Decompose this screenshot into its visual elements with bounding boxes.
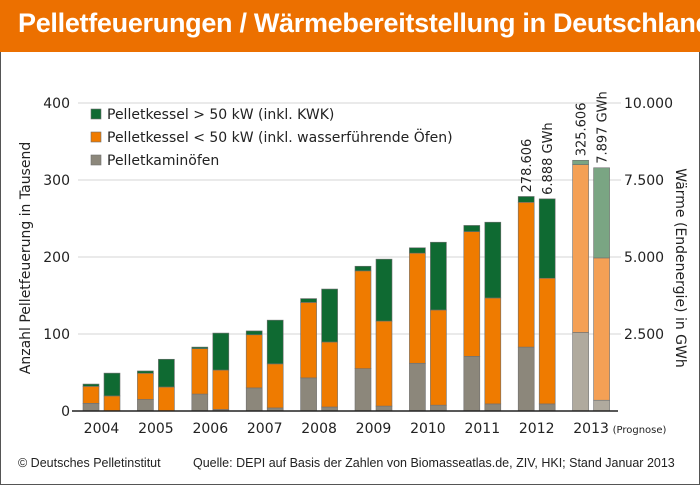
x-tick-label: 2005 (138, 421, 174, 437)
bar-count-green-2013 (572, 159, 589, 165)
bar-count-orange-2011 (463, 231, 481, 357)
bar-heat-orange-2013 (593, 257, 610, 401)
copyright-note: © Deutsches Pelletinstitut (18, 456, 161, 470)
x-tick-note: (Prognose) (613, 425, 667, 436)
bar-count-gray-2012 (517, 346, 535, 412)
bar-count-green-2007 (245, 330, 263, 336)
bar-count-gray-2004 (82, 402, 100, 412)
bar-heat-orange-2009 (375, 320, 393, 407)
source-note: Quelle: DEPI auf Basis der Zahlen von Bi… (193, 456, 675, 470)
x-tick-label: 2008 (301, 421, 337, 437)
x-tick-label: 2009 (356, 421, 392, 437)
bar-count-green-2011 (463, 225, 481, 232)
bar-count-green-2005 (137, 370, 154, 374)
labels: 278.606 6.888 GWh 325.606 7.897 GWh (520, 91, 610, 195)
x-tick-label: 2007 (247, 421, 283, 437)
x-tick-label: 2013 (573, 421, 609, 437)
bar-count-gray-2005 (137, 399, 154, 412)
bar-count-green-2012 (517, 196, 535, 203)
legend-label-orange: Pelletkessel < 50 kW (inkl. wasserführen… (107, 128, 453, 146)
legend-label-gray: Pelletkaminöfen (107, 153, 219, 169)
bar-count-green-2010 (409, 247, 426, 254)
bar-count-green-2006 (191, 346, 209, 349)
bar-count-green-2009 (354, 265, 372, 272)
bar-count-green-2004 (82, 383, 100, 387)
bar-count-orange-2013 (572, 164, 589, 333)
axes: 0 100 200 300 400 2.500 5.000 7.500 10.000 Anzahl… (18, 96, 688, 437)
bar-heat-gray-2012 (538, 403, 556, 412)
y-tick-label-right: 7.500 (624, 173, 664, 189)
bar-heat-orange-2012 (538, 277, 556, 405)
y-tick-label-left: 100 (43, 327, 70, 343)
bar-heat-orange-2004 (103, 395, 121, 412)
bar-count-gray-2010 (409, 362, 426, 412)
bar-count-orange-2007 (245, 334, 263, 389)
bar-count-gray-2006 (191, 393, 209, 412)
bars (82, 159, 610, 412)
bar-heat-green-2007 (266, 319, 284, 365)
bar-count-gray-2013 (572, 332, 589, 412)
bar-count-orange-2006 (191, 348, 209, 395)
title-bar: Pelletfeuerungen / Wärmebereitstellung i… (0, 0, 700, 52)
legend-swatch-orange (90, 131, 102, 143)
x-tick-label: 2012 (519, 421, 555, 437)
bar-count-orange-2008 (300, 302, 317, 379)
bar-heat-orange-2008 (321, 341, 338, 408)
bar-heat-gray-2013 (593, 399, 610, 412)
y-tick-label-right: 2.500 (624, 327, 664, 343)
bar-heat-orange-2010 (430, 309, 447, 406)
bar-heat-orange-2007 (266, 363, 284, 409)
bar-heat-green-2005 (158, 358, 175, 388)
bar-heat-orange-2011 (484, 297, 502, 405)
bar-count-orange-2004 (82, 386, 100, 404)
bar-heat-green-2009 (375, 258, 393, 322)
annotation-2012-heat: 6.888 GWh (541, 122, 556, 195)
bar-heat-green-2013 (593, 167, 610, 259)
x-tick-label: 2006 (192, 421, 228, 437)
y-tick-label-left: 200 (43, 250, 70, 266)
bar-heat-gray-2010 (430, 404, 447, 412)
x-tick-label: 2004 (84, 421, 120, 437)
y-tick-label-right: 10.000 (624, 96, 673, 112)
bar-heat-green-2010 (430, 241, 447, 311)
y-axis-title-right: Wärme (Endenergie) in GWh (672, 168, 688, 368)
legend-swatch-green (90, 108, 102, 120)
bar-count-gray-2007 (245, 387, 263, 412)
annotation-2013-count: 325.606 (575, 103, 590, 157)
bar-count-green-2008 (300, 298, 317, 303)
y-tick-label-right: 5.000 (624, 250, 664, 266)
legend: Pelletkessel > 50 kW (inkl. KWK) Pelletke… (90, 107, 453, 169)
bar-count-gray-2008 (300, 377, 317, 412)
bar-heat-green-2006 (212, 332, 230, 371)
bar-count-gray-2009 (354, 368, 372, 412)
annotation-2012-count: 278.606 (520, 139, 535, 193)
annotation-2013-heat: 7.897 GWh (596, 91, 611, 164)
bar-heat-orange-2005 (158, 386, 175, 412)
bar-heat-green-2011 (484, 221, 502, 299)
bar-count-orange-2005 (137, 372, 154, 400)
legend-label-green: Pelletkessel > 50 kW (inkl. KWK) (107, 107, 334, 123)
bar-heat-green-2004 (103, 372, 121, 397)
y-tick-label-left: 400 (43, 96, 70, 112)
y-axis-title-left: Anzahl Pelletfeuerung in Tausend (18, 142, 34, 374)
x-tick-label: 2010 (410, 421, 446, 437)
y-tick-label-left: 0 (61, 404, 70, 420)
chart-title: Pelletfeuerungen / Wärmebereitstellung i… (18, 8, 700, 38)
bar-count-orange-2010 (409, 252, 426, 364)
bar-count-orange-2012 (517, 202, 535, 348)
legend-swatch-gray (90, 154, 102, 166)
bar-heat-green-2012 (538, 198, 556, 279)
bar-heat-orange-2006 (212, 369, 230, 410)
bar-heat-gray-2011 (484, 403, 502, 412)
bar-count-orange-2009 (354, 270, 372, 369)
bar-count-gray-2011 (463, 356, 481, 412)
y-tick-label-left: 300 (43, 173, 70, 189)
bar-heat-green-2008 (321, 288, 338, 343)
x-tick-label: 2011 (464, 421, 500, 437)
